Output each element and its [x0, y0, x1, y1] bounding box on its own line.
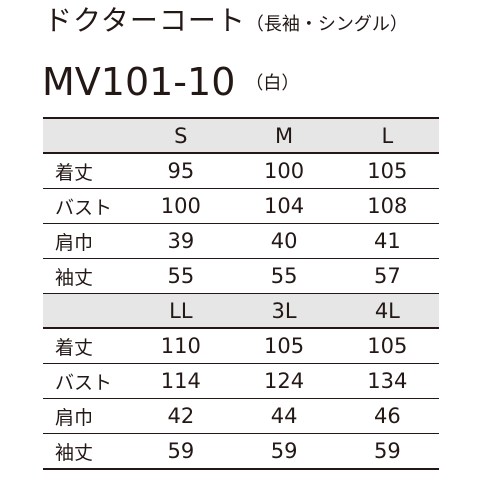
measurement-row: バスト 100 104 108	[43, 188, 439, 224]
measurement-value: 105	[232, 328, 336, 364]
measurement-value: 110	[129, 328, 233, 364]
measurement-label: バスト	[43, 363, 130, 399]
measurement-value: 104	[232, 188, 336, 224]
measurement-row: 肩巾 39 40 41	[43, 223, 439, 259]
measurement-row: 着丈 95 100 105	[43, 153, 439, 189]
model-number: MV101-10 （白）	[42, 60, 299, 106]
measurement-value: 42	[129, 398, 233, 434]
measurement-value: 59	[335, 433, 439, 470]
product-name: ドクターコート	[44, 4, 246, 37]
measurement-value: 108	[335, 188, 439, 224]
measurement-value: 55	[232, 258, 336, 294]
measurement-label: 肩巾	[43, 398, 130, 434]
size-header-row: S M L	[43, 117, 439, 154]
measurement-value: 114	[129, 363, 233, 399]
measurement-value: 59	[129, 433, 233, 470]
measurement-value: 46	[335, 398, 439, 434]
size-header-cell: LL	[129, 293, 233, 329]
measurement-label: 着丈	[43, 328, 130, 364]
size-table: S M L 着丈 95 100 105 バスト 100 104 108 肩巾 3…	[43, 117, 439, 470]
model-code: MV101-10	[42, 60, 236, 104]
measurement-value: 41	[335, 223, 439, 259]
size-header-cell: S	[129, 117, 233, 154]
measurement-label: 着丈	[43, 153, 130, 189]
measurement-value: 105	[335, 153, 439, 189]
measurement-label: 袖丈	[43, 258, 130, 294]
measurement-label: 肩巾	[43, 223, 130, 259]
measurement-row: 袖丈 55 55 57	[43, 258, 439, 294]
size-header-cell: 4L	[335, 293, 439, 329]
product-title: ドクターコート（長袖・シングル）	[44, 4, 408, 42]
header-blank-cell	[43, 117, 130, 154]
size-header-cell: L	[335, 117, 439, 154]
model-color: （白）	[245, 73, 300, 94]
measurement-value: 59	[232, 433, 336, 470]
measurement-value: 95	[129, 153, 233, 189]
product-subtitle: （長袖・シングル）	[245, 14, 408, 35]
measurement-row: バスト 114 124 134	[43, 363, 439, 399]
measurement-value: 40	[232, 223, 336, 259]
measurement-value: 100	[129, 188, 233, 224]
measurement-value: 39	[129, 223, 233, 259]
size-header-cell: 3L	[232, 293, 336, 329]
measurement-label: バスト	[43, 188, 130, 224]
measurement-value: 57	[335, 258, 439, 294]
size-header-cell: M	[232, 117, 336, 154]
measurement-value: 55	[129, 258, 233, 294]
measurement-row: 着丈 110 105 105	[43, 328, 439, 364]
header-blank-cell	[43, 293, 130, 329]
measurement-value: 105	[335, 328, 439, 364]
size-header-row: LL 3L 4L	[43, 293, 439, 329]
measurement-value: 124	[232, 363, 336, 399]
measurement-value: 44	[232, 398, 336, 434]
measurement-label: 袖丈	[43, 433, 130, 470]
measurement-row: 肩巾 42 44 46	[43, 398, 439, 434]
measurement-row: 袖丈 59 59 59	[43, 433, 439, 470]
measurement-value: 100	[232, 153, 336, 189]
measurement-value: 134	[335, 363, 439, 399]
